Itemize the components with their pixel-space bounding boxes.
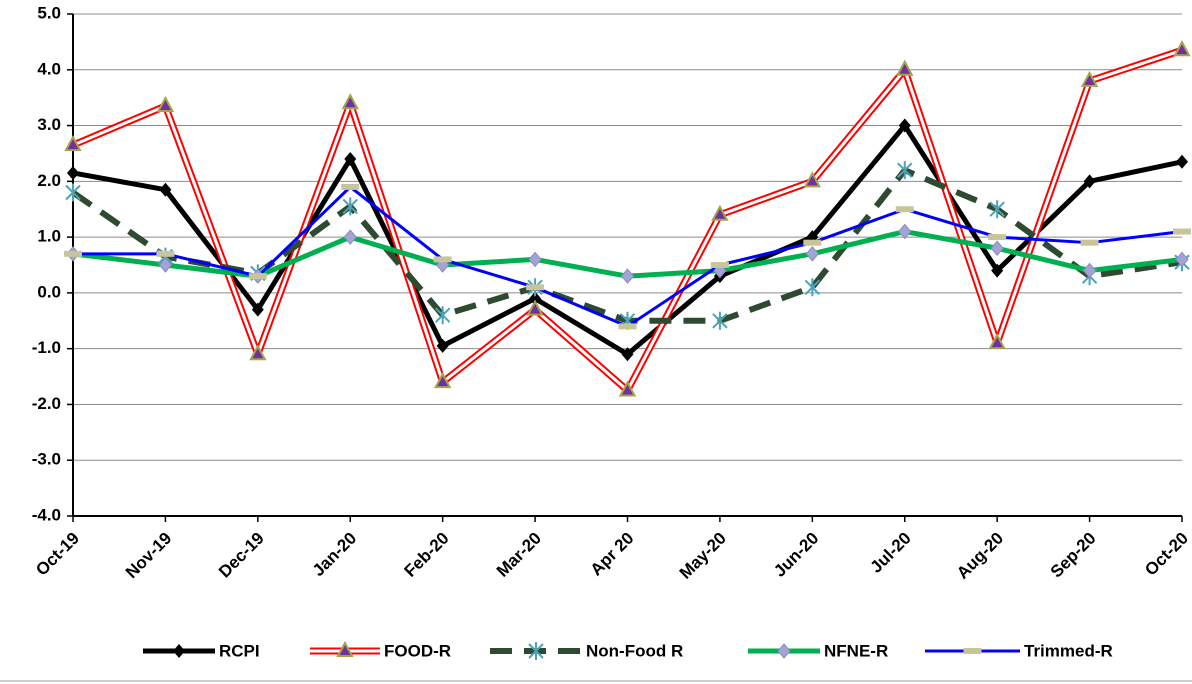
point [989,200,1005,219]
point [64,134,82,152]
point [156,250,175,257]
point [804,278,821,297]
x-tick-label: Feb-20 [400,529,452,581]
point [988,234,1007,241]
point [991,263,1004,278]
point [341,183,360,190]
y-tick-label: 4.0 [37,59,61,78]
point [1175,251,1189,268]
point [1173,40,1191,57]
y-tick-label: 2.0 [37,171,61,190]
point [1080,239,1099,246]
y-tick-label: 1.0 [37,227,61,246]
point [341,93,359,110]
y-tick-label: -3.0 [32,450,61,469]
legend-label: Non-Food R [586,641,683,660]
x-tick-label: Nov-19 [122,529,176,583]
legend-marker [963,648,982,654]
point [64,250,82,257]
point [526,284,545,291]
legend-label: FOOD-R [384,641,451,660]
point [898,118,911,133]
y-tick-label: -1.0 [32,338,61,357]
legend-label: RCPI [219,641,260,660]
point [249,344,267,361]
legend-marker [173,644,185,658]
point [343,229,357,245]
line [71,46,1184,394]
x-tick-label: Apr 20 [587,529,638,580]
point [248,273,267,280]
point [1173,228,1191,235]
point [990,240,1004,257]
point [342,197,358,216]
point [898,223,912,240]
point [895,206,914,213]
x-tick-label: Oct-20 [1141,529,1192,580]
point [67,165,79,180]
legend-label: Trimmed-R [1024,641,1113,660]
y-tick-label: -2.0 [32,394,61,413]
x-tick-label: Jan-20 [309,529,361,581]
legend-marker [777,643,791,659]
x-tick-label: Oct-19 [32,529,83,580]
line-inner [72,48,1183,392]
legend-label: NFNE-R [824,641,888,660]
point [433,372,452,389]
point [65,183,81,202]
point [344,152,357,167]
x-tick-label: Jun-20 [770,529,822,581]
x-tick-label: Sep-20 [1047,529,1100,582]
point [156,95,175,113]
point [803,171,822,188]
y-tick-label: 3.0 [37,115,61,134]
point [526,299,544,316]
point [251,302,264,317]
point [158,257,173,273]
x-tick-label: Mar-20 [493,529,545,581]
point [803,239,822,246]
x-tick-label: Aug-20 [953,529,1007,583]
point [433,256,452,263]
point [712,311,728,330]
point [988,332,1006,350]
point [436,338,449,353]
point [710,262,729,268]
legend-marker [336,640,354,657]
point [434,306,451,325]
point [896,59,914,76]
point [1083,174,1096,189]
point [618,380,637,397]
point [1082,262,1097,279]
point [159,182,172,197]
point [528,251,542,268]
x-tick-label: Dec-19 [215,529,268,582]
y-tick-label: 0.0 [37,282,61,301]
point [1176,154,1188,169]
point [897,161,913,180]
x-tick-label: Jul-20 [867,529,915,577]
legend-marker [528,642,544,660]
y-tick-label: -4.0 [32,505,61,524]
y-tick-label: 5.0 [37,3,61,22]
point [805,246,819,262]
point [529,291,542,306]
x-tick-label: May-20 [676,529,730,583]
point [621,347,634,362]
point [711,204,729,221]
point [620,268,635,284]
point [618,323,637,330]
point [1080,70,1099,87]
